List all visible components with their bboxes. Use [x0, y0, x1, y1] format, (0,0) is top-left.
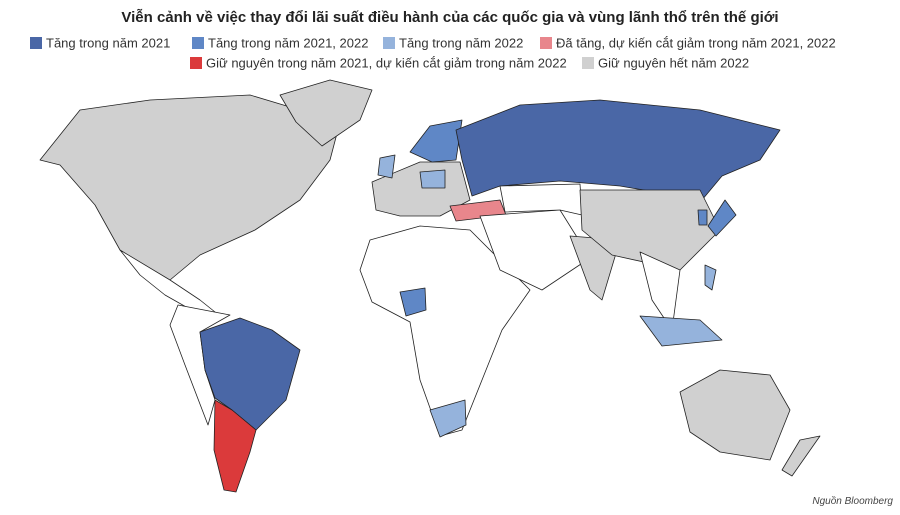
legend-swatch [383, 37, 395, 49]
legend-label: Đã tăng, dự kiến cắt giảm trong năm 2021… [556, 35, 836, 50]
source-note: Nguồn Bloomberg [812, 495, 893, 507]
world-map [39, 79, 821, 493]
australia [679, 369, 791, 461]
legend-swatch [540, 37, 552, 49]
scandinavia [409, 119, 463, 163]
uk [377, 154, 396, 179]
new-zealand [781, 435, 821, 477]
argentina [213, 399, 257, 493]
legend-swatch [190, 57, 202, 69]
legend-swatch [582, 57, 594, 69]
central-asia [499, 183, 583, 216]
greenland [279, 79, 373, 147]
legend: Tăng trong năm 2021 Tăng trong năm 2021, … [30, 35, 836, 70]
legend-swatch [192, 37, 204, 49]
legend-swatch [30, 37, 42, 49]
philippines [704, 264, 717, 291]
legend-label: Giữ nguyên trong năm 2021, dự kiến cắt g… [206, 55, 567, 70]
legend-label: Tăng trong năm 2021, 2022 [208, 35, 368, 50]
legend-label: Tăng trong năm 2022 [399, 35, 523, 50]
legend-label: Giữ nguyên hết năm 2022 [598, 55, 749, 70]
japan [707, 199, 737, 237]
russia [455, 99, 781, 201]
africa [359, 225, 531, 437]
middle-east [479, 209, 591, 291]
korea [697, 209, 708, 226]
brazil [199, 317, 301, 431]
nigeria [399, 287, 427, 317]
south-africa [429, 399, 467, 438]
indonesia [639, 315, 723, 347]
map-title: Viễn cảnh về việc thay đổi lãi suất điều… [121, 9, 778, 26]
north-america [39, 94, 341, 281]
legend-label: Tăng trong năm 2021 [46, 35, 170, 50]
poland [419, 169, 446, 189]
